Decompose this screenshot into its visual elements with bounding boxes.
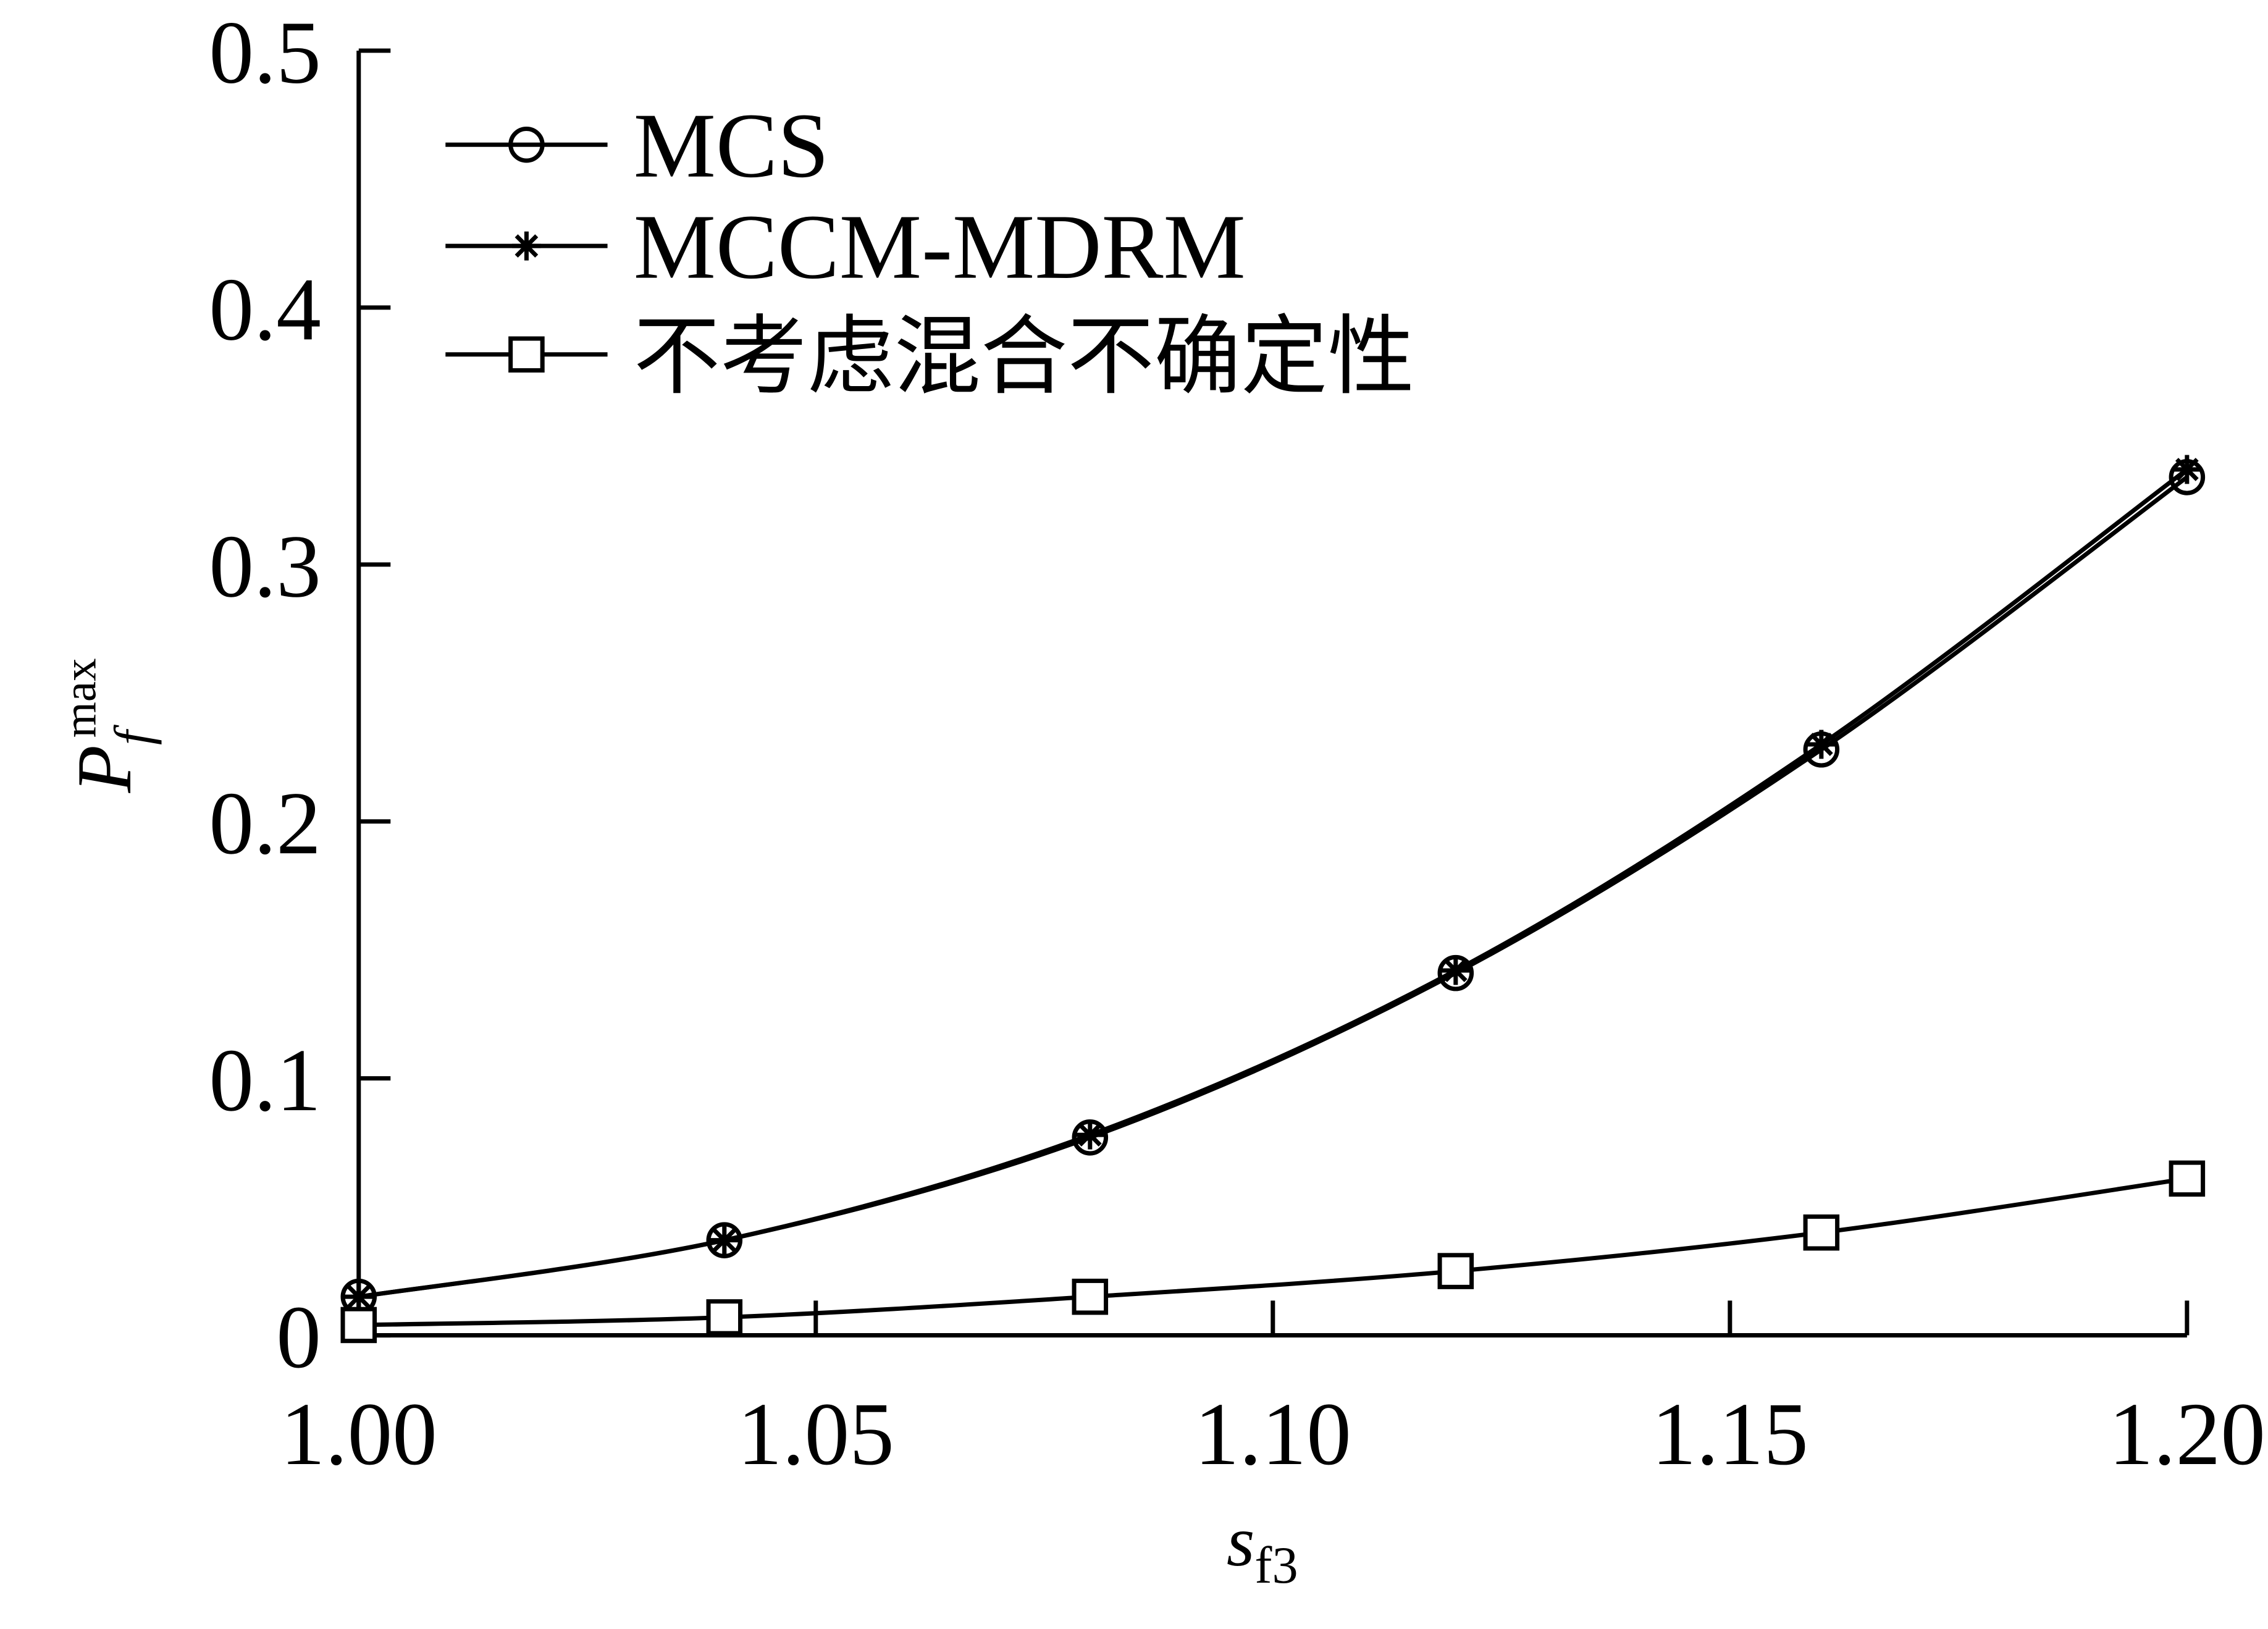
x-axis-label: sf3 bbox=[1227, 1502, 1298, 1594]
x-tick-label: 1.10 bbox=[1195, 1385, 1351, 1484]
series-line-square bbox=[358, 1176, 2188, 1328]
series-square bbox=[340, 1160, 2206, 1344]
legend-label: MCS bbox=[634, 95, 830, 197]
star-marker bbox=[1441, 956, 1471, 985]
star-marker bbox=[2172, 455, 2202, 484]
legend-marker-star bbox=[512, 231, 541, 261]
star-marker bbox=[1807, 730, 1836, 759]
square-marker bbox=[340, 1307, 377, 1344]
star-marker bbox=[344, 1282, 374, 1311]
legend-marker-square bbox=[508, 336, 545, 373]
x-tick-label: 1.05 bbox=[737, 1385, 894, 1484]
square-marker bbox=[2169, 1160, 2206, 1197]
svg-text:max: max bbox=[55, 658, 106, 738]
circle-marker bbox=[706, 1222, 743, 1258]
series-star bbox=[344, 455, 2202, 1311]
legend-label: 不考虑混合不确定性 bbox=[634, 309, 1415, 405]
legend-item-star: MCCM-MDRM bbox=[445, 196, 1246, 298]
square-marker bbox=[706, 1299, 743, 1336]
square-marker bbox=[1437, 1253, 1474, 1289]
star-marker bbox=[710, 1226, 739, 1255]
x-tick-label: 1.20 bbox=[2109, 1385, 2266, 1484]
y-tick-label: 0 bbox=[276, 1288, 321, 1387]
legend-label: MCCM-MDRM bbox=[634, 196, 1246, 298]
y-tick-label: 0.4 bbox=[209, 260, 321, 359]
series-line-star bbox=[358, 468, 2188, 1299]
legend-item-circle: MCS bbox=[445, 95, 829, 197]
y-tick-label: 0.5 bbox=[209, 4, 321, 103]
y-tick-label: 0.1 bbox=[209, 1031, 321, 1130]
y-tick-label: 0.2 bbox=[209, 774, 321, 873]
y-axis-label: Pf max bbox=[55, 658, 162, 793]
series-circle bbox=[340, 459, 2206, 1315]
series-layer bbox=[340, 455, 2206, 1344]
square-marker bbox=[1803, 1214, 1840, 1251]
x-tick-label: 1.15 bbox=[1652, 1385, 1808, 1484]
axes: 1.00 1.05 1.10 1.15 1.20 0 0.1 0.2 0.3 0.4 0.5 bbox=[209, 4, 2265, 1484]
square-marker bbox=[1072, 1278, 1109, 1315]
star-marker bbox=[1075, 1120, 1105, 1150]
x-tick-label: 1.00 bbox=[280, 1385, 437, 1484]
series-line-circle bbox=[358, 475, 2188, 1299]
legend-marker-circle bbox=[508, 126, 545, 163]
x-axis-label-sub: f3 bbox=[1254, 1537, 1298, 1594]
legend-item-square: 不考虑混合不确定性 bbox=[445, 309, 1414, 405]
y-tick-label: 0.3 bbox=[209, 517, 321, 616]
